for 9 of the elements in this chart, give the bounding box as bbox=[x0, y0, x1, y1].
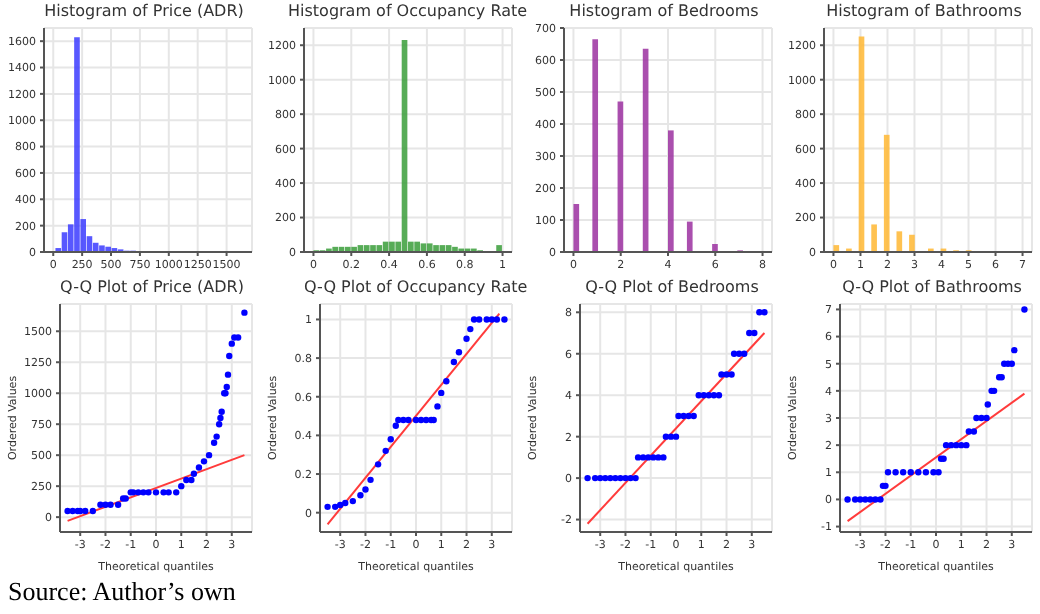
chart-title: Q-Q Plot of Price (ADR) bbox=[58, 276, 246, 298]
chart-title: Histogram of Bedrooms bbox=[569, 2, 759, 20]
chart-title: Histogram of Price (ADR) bbox=[42, 0, 246, 22]
chart-title: Q-Q Plot of Bedrooms bbox=[585, 278, 759, 296]
chart-title: Histogram of Bathrooms bbox=[824, 0, 1024, 22]
source-note: Source: Author’s own bbox=[6, 576, 238, 608]
chart-title: Q-Q Plot of Bathrooms bbox=[840, 276, 1024, 298]
chart-title: Q-Q Plot of Occupancy Rate bbox=[302, 276, 528, 298]
chart-title: Histogram of Occupancy Rate bbox=[286, 0, 528, 22]
